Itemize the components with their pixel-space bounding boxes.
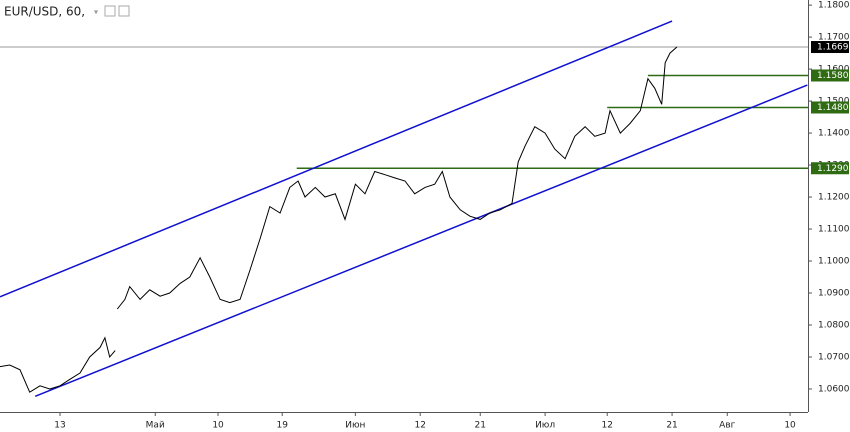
y-tick-label: 1.1400	[818, 129, 850, 139]
y-tick-label: 1.0800	[818, 320, 850, 330]
x-tick-label: 12	[601, 421, 612, 431]
x-tick-label: 19	[276, 421, 288, 431]
y-tick-label: 1.1200	[818, 193, 850, 203]
price-level-label: 1.1290	[817, 164, 849, 174]
channel-line	[34, 84, 808, 398]
y-tick-label: 1.0900	[818, 289, 850, 299]
settings-icon[interactable]	[104, 5, 116, 17]
y-tick-label: 1.0600	[818, 384, 850, 394]
y-tick-label: 1.1000	[818, 257, 850, 267]
x-tick-label: 21	[475, 421, 486, 431]
price-level-label-box	[811, 162, 849, 175]
x-tick-label: Июн	[345, 421, 365, 431]
price-line	[0, 46, 678, 393]
y-tick-label: 1.1800	[818, 1, 850, 11]
y-tick-label: 1.1100	[818, 225, 850, 235]
price-level-label-box	[811, 101, 849, 114]
price-level-label-box	[811, 41, 849, 54]
price-level-label-box	[811, 69, 849, 82]
x-tick-label: 10	[212, 421, 224, 431]
x-tick-label: Июл	[535, 421, 555, 431]
price-level-label: 1.1480	[817, 103, 849, 113]
x-tick-label: Авг	[719, 421, 735, 431]
plot-area	[0, 20, 808, 398]
close-icon[interactable]	[118, 5, 130, 17]
x-tick-label: 10	[784, 421, 796, 431]
x-tick-label: 12	[414, 421, 425, 431]
y-tick-label: 1.1700	[818, 33, 850, 43]
y-tick-label: 1.0700	[818, 352, 850, 362]
price-level-label: 1.1669	[817, 43, 849, 53]
dropdown-icon[interactable]: ▾	[94, 8, 98, 17]
x-tick-label: 21	[666, 421, 677, 431]
channel-line	[0, 20, 673, 298]
price-level-label: 1.1580	[817, 71, 849, 81]
x-tick-label: 13	[54, 421, 65, 431]
x-tick-label: Май	[146, 421, 165, 431]
chart-title: EUR/USD, 60,	[4, 5, 85, 19]
title-background	[0, 2, 130, 20]
